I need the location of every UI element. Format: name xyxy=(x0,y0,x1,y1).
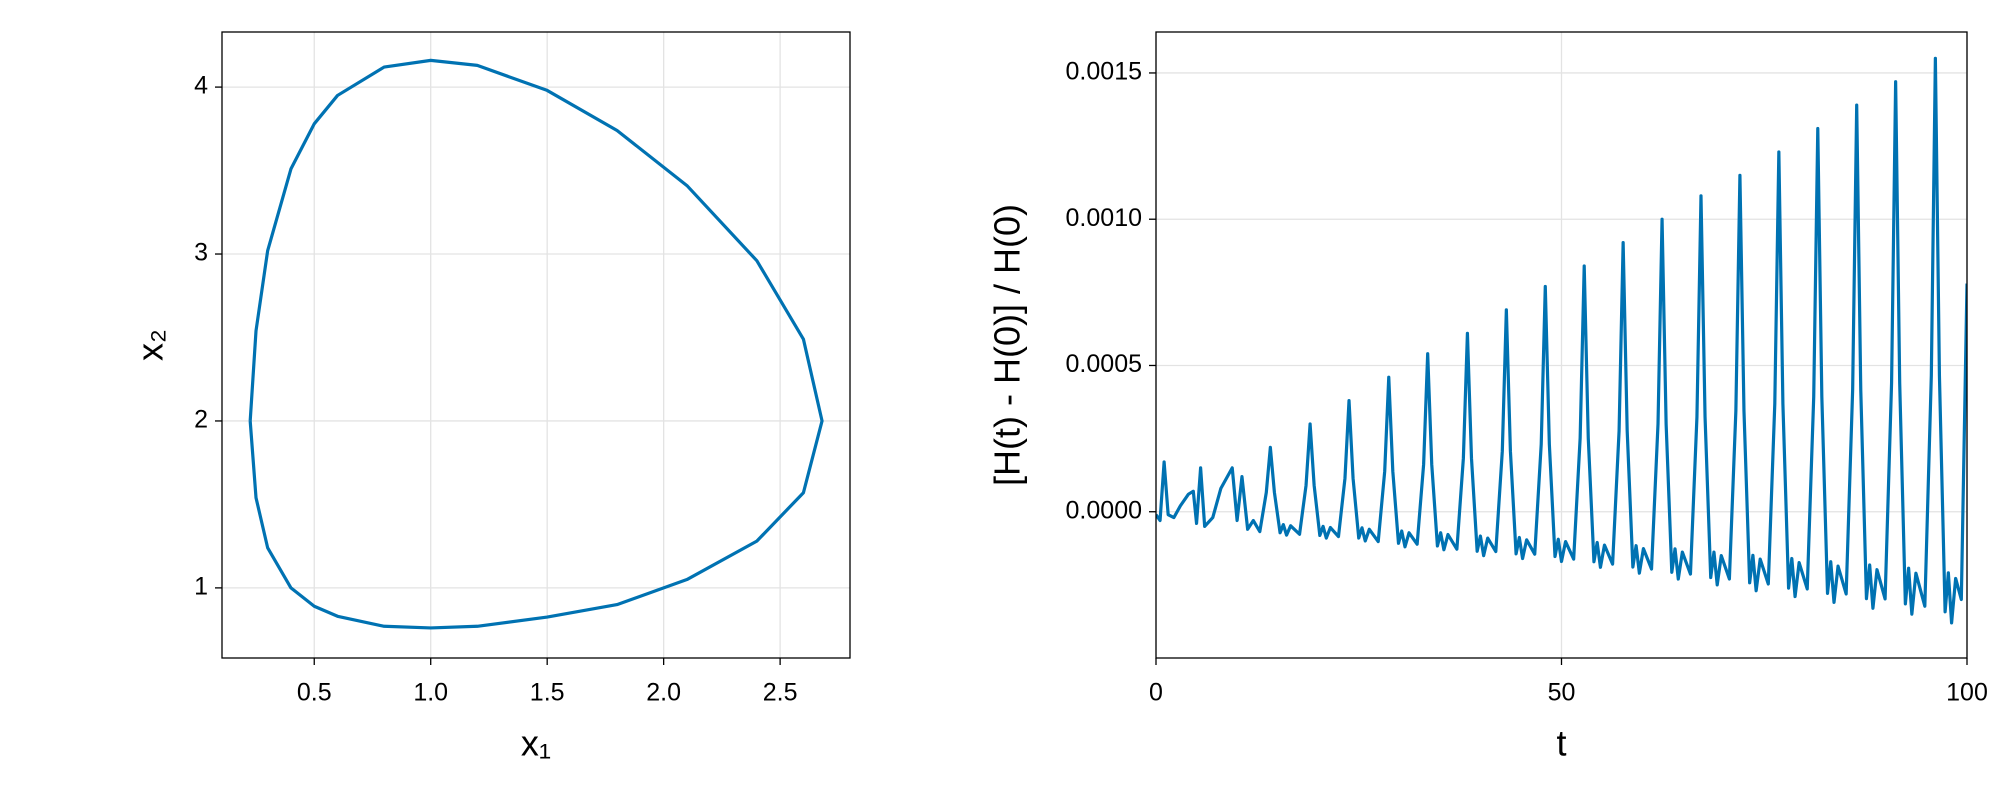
x-axis-label: x₁ xyxy=(521,723,551,764)
x-tick-label: 0 xyxy=(1149,679,1163,707)
x-tick-label: 1.5 xyxy=(530,679,565,707)
y-tick-label: 2 xyxy=(194,406,208,434)
plot-lines xyxy=(248,58,824,630)
y-axis-label: x₂ xyxy=(130,329,171,361)
x-tick-label: 50 xyxy=(1548,679,1576,707)
plot-lines xyxy=(1156,56,1967,625)
x-tick-label: 2.0 xyxy=(646,679,681,707)
y-tick-label: 0.0005 xyxy=(1066,350,1142,378)
axes-frame xyxy=(221,31,851,659)
y-tick-label: 1 xyxy=(194,572,208,600)
y-tick-label: 4 xyxy=(194,72,208,100)
x-tick-label: 2.5 xyxy=(763,679,798,707)
data-line xyxy=(1156,56,1967,625)
y-tick-label: 0.0000 xyxy=(1066,496,1142,524)
y-tick-label: 0.0015 xyxy=(1066,58,1142,86)
y-tick-label: 0.0010 xyxy=(1066,204,1142,232)
y-tick-label: 3 xyxy=(194,239,208,267)
data-line xyxy=(248,58,824,630)
x-axis-label: t xyxy=(1556,723,1566,764)
y-axis-label: [H(t) - H(0)] / H(0) xyxy=(987,204,1028,486)
x-tick-label: 100 xyxy=(1946,679,1988,707)
axes-frame xyxy=(1155,31,1968,659)
x-tick-label: 1.0 xyxy=(413,679,448,707)
x-tick-label: 0.5 xyxy=(297,679,332,707)
